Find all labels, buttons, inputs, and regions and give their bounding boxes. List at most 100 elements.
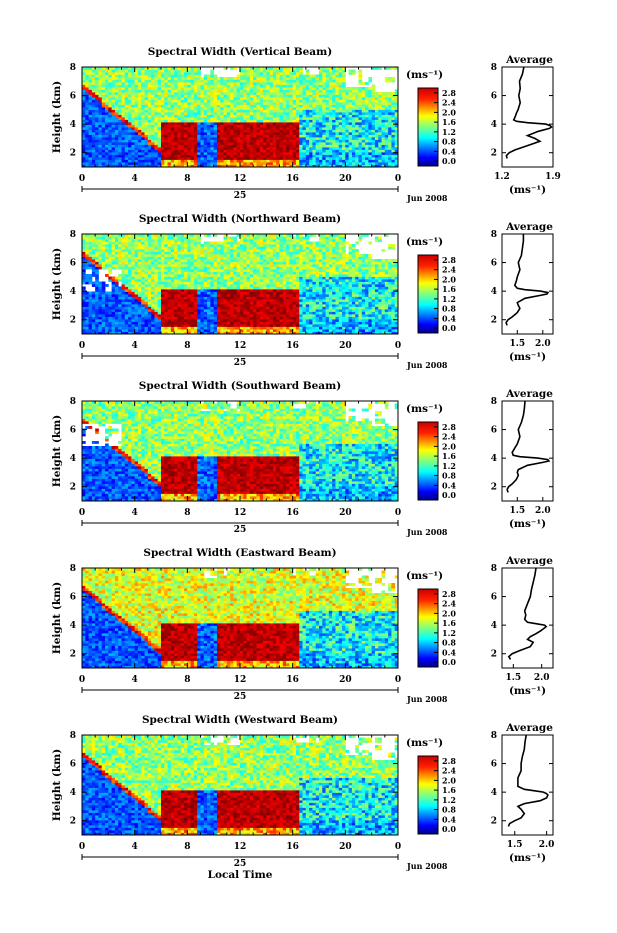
heatmap-cell [115,132,119,135]
heatmap-cell [154,294,158,297]
heatmap-cell [148,145,152,148]
heatmap-cell [201,142,205,145]
heatmap-cell [158,254,162,257]
heatmap-cell [319,155,323,158]
heatmap-cell [273,80,277,83]
heatmap-cell [177,312,181,315]
heatmap-cell [177,152,181,155]
heatmap-cell [168,80,172,83]
heatmap-cell [98,92,102,95]
heatmap-cell [105,319,109,322]
heatmap-cell [253,125,257,128]
heatmap-cell [154,92,158,95]
heatmap-cell [276,87,280,90]
heatmap-cell [280,112,284,115]
heatmap-cell [237,145,241,148]
heatmap-cell [217,127,221,130]
heatmap-cell [168,299,172,302]
heatmap-cell [171,252,175,255]
heatmap-cell [280,97,284,100]
heatmap-cell [230,140,234,143]
heatmap-cell [312,160,316,163]
heatmap-cell [345,105,349,108]
heatmap-cell [184,120,188,123]
heatmap-cell [118,254,122,257]
heatmap-cell [112,267,116,270]
y-tick-label: 4 [70,120,76,130]
heatmap-cell [92,140,96,143]
heatmap-cell [115,277,119,280]
heatmap-cell [342,142,346,145]
heatmap-cell [309,157,313,160]
heatmap-cell [191,155,195,158]
heatmap-cell [171,289,175,292]
heatmap-cell [293,115,297,118]
heatmap-cell [319,100,323,103]
heatmap-cell [345,162,349,165]
heatmap-cell [171,304,175,307]
heatmap-cell [204,152,208,155]
heatmap-cell [141,254,145,257]
heatmap-cell [89,327,93,330]
heatmap-cell [108,157,112,160]
heatmap-cell [92,274,96,277]
heatmap-cell [177,314,181,317]
heatmap-cell [181,269,185,272]
heatmap-cell [135,244,139,247]
heatmap-cell [174,309,178,312]
heatmap-cell [164,132,168,135]
heatmap-cell [273,110,277,113]
heatmap-cell [329,110,333,113]
heatmap-cell [217,145,221,148]
heatmap-cell [108,279,112,282]
heatmap-cell [82,115,86,118]
heatmap-cell [125,137,129,140]
heatmap-cell [365,142,369,145]
heatmap-cell [335,92,339,95]
heatmap-cell [158,317,162,320]
heatmap-cell [118,329,122,332]
heatmap-cell [174,312,178,315]
heatmap-cell [378,110,382,113]
heatmap-cell [253,110,257,113]
heatmap-cell [128,299,132,302]
heatmap-cell [85,100,89,103]
heatmap-cell [266,75,270,78]
heatmap-cell [335,155,339,158]
heatmap-cell [253,100,257,103]
heatmap-cell [184,77,188,80]
heatmap-cell [138,289,142,292]
heatmap-cell [217,157,221,160]
heatmap-cell [148,294,152,297]
heatmap-cell [171,130,175,133]
heatmap-cell [145,252,149,255]
heatmap-cell [283,157,287,160]
heatmap-cell [342,160,346,163]
heatmap-cell [355,97,359,100]
heatmap-cell [256,72,260,75]
heatmap-cell [131,95,135,98]
heatmap-cell [194,70,198,73]
heatmap-cell [148,282,152,285]
heatmap-cell [388,150,392,153]
heatmap-cell [174,262,178,265]
heatmap-cell [161,267,165,270]
heatmap-cell [145,135,149,138]
heatmap-cell [260,155,264,158]
heatmap-cell [171,247,175,250]
heatmap-cell [85,254,89,257]
heatmap-cell [177,90,181,93]
heatmap-cell [105,102,109,105]
heatmap-cell [174,80,178,83]
heatmap-cell [286,152,290,155]
heatmap-cell [273,122,277,125]
heatmap-cell [388,80,392,83]
heatmap-cell [122,85,126,88]
heatmap-cell [118,105,122,108]
heatmap-cell [151,239,155,242]
heatmap-cell [95,309,99,312]
heatmap-cell [233,160,237,163]
heatmap-cell [138,239,142,242]
heatmap-cell [148,70,152,73]
heatmap-cell [372,160,376,163]
